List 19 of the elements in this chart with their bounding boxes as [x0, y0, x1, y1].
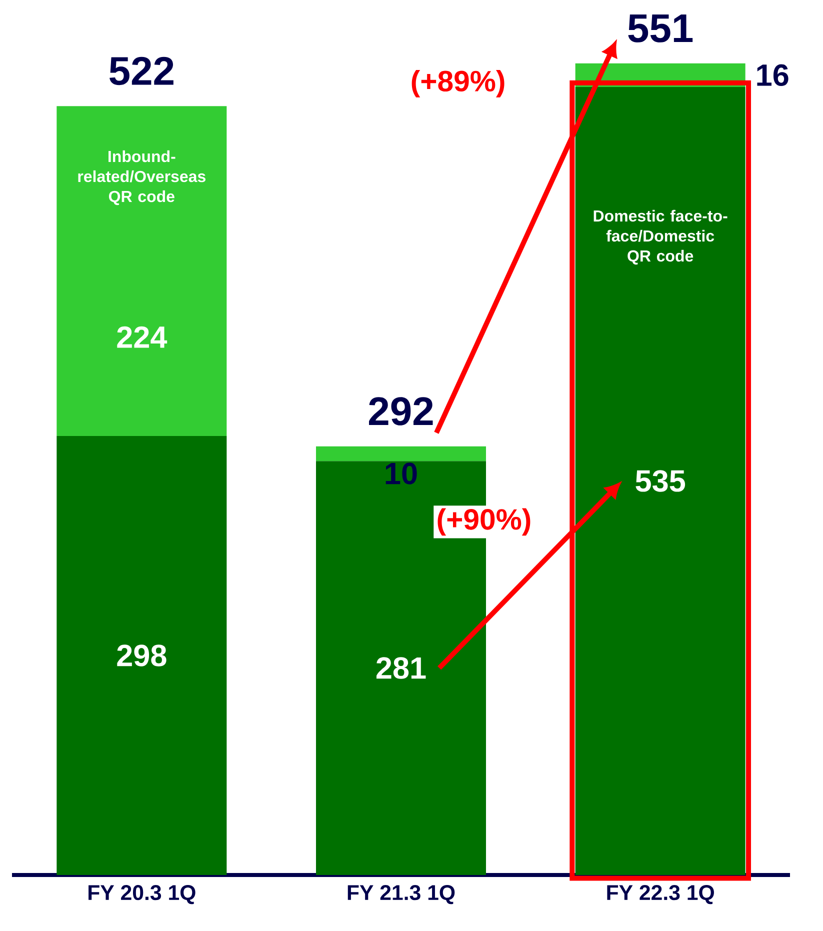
data-label: 535 — [636, 470, 686, 492]
data-label: 298 — [117, 644, 166, 666]
data-label: 281 — [376, 657, 426, 679]
annotation: (+89%) — [412, 70, 504, 98]
total-label: 551 — [628, 14, 693, 42]
data-label: 10 — [386, 462, 417, 484]
total-label: 522 — [110, 56, 174, 86]
series-label: Inbound-related/Overseas QR code — [78, 150, 206, 206]
data-label: 224 — [117, 326, 168, 348]
x-tick-label: FY 21.3 1Q — [348, 885, 455, 904]
bar — [56, 106, 227, 436]
series-label: Domestic face-to-face/Domestic QR code — [594, 210, 728, 265]
annotation: (+90%) — [438, 508, 530, 536]
x-tick-label: FY 20.3 1Q — [88, 885, 196, 904]
bar — [56, 436, 227, 875]
x-tick-label: FY 22.3 1Q — [607, 885, 714, 904]
data-label: 16 — [757, 64, 788, 86]
bar — [316, 446, 486, 462]
total-label: 292 — [369, 397, 433, 426]
